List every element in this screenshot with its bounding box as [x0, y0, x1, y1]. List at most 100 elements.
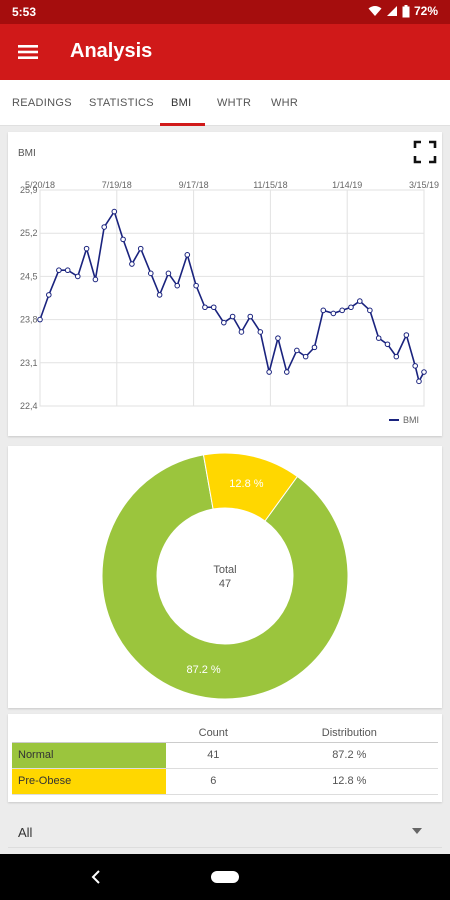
data-point: [238, 329, 245, 335]
y-tick-label: 24,5: [20, 271, 38, 281]
data-point: [193, 282, 199, 289]
battery-icon: [402, 4, 410, 17]
data-point: [184, 252, 191, 258]
tab-bmi[interactable]: BMI: [171, 97, 192, 109]
filter-underline: [8, 847, 442, 848]
data-point: [156, 292, 163, 298]
system-icons: 72%: [368, 4, 438, 18]
data-point: [137, 245, 144, 252]
data-point: [348, 304, 354, 311]
app-bar: Analysis: [0, 24, 450, 80]
battery-percent: 72%: [413, 4, 438, 18]
data-point: [384, 341, 391, 348]
data-point: [330, 310, 337, 317]
data-point: [283, 369, 290, 375]
data-point: [165, 270, 172, 277]
x-tick-label: 7/19/18: [102, 180, 132, 190]
data-point: [416, 378, 422, 385]
data-point: [375, 335, 382, 341]
x-tick-label: 11/15/18: [253, 180, 287, 190]
y-tick-label: 23,1: [20, 358, 38, 368]
table-header-distribution: Distribution: [260, 724, 438, 743]
status-time: 5:53: [12, 5, 37, 19]
page-title: Analysis: [70, 40, 153, 62]
back-icon[interactable]: [90, 870, 102, 884]
data-point: [210, 304, 217, 311]
y-tick-label: 25,9: [20, 185, 38, 195]
distribution-table-card: Count Distribution Normal 41 87.2 % Pre-…: [8, 714, 442, 802]
distribution-cell: 12.8 %: [260, 768, 438, 795]
data-point: [275, 335, 281, 341]
menu-button[interactable]: [14, 38, 42, 66]
menu-icon: [18, 45, 38, 59]
chart-title: BMI: [18, 148, 36, 159]
data-point: [339, 307, 345, 314]
data-point: [129, 261, 135, 267]
data-point: [311, 344, 318, 351]
donut-center-value: 47: [219, 578, 231, 590]
data-point: [266, 369, 272, 375]
bmi-line-chart-card: BMI 5/20/18 7/19/18 9/17/18 11/15/18 1/14/19 3…: [8, 132, 442, 436]
y-tick-label: 23,8: [20, 315, 38, 325]
data-point: [367, 307, 373, 314]
data-point: [37, 316, 43, 323]
data-point: [294, 347, 300, 354]
x-tick-label: 3/15/19: [409, 180, 439, 190]
data-point: [356, 298, 363, 304]
signal-icon: [386, 6, 397, 16]
donut-slice: [202, 452, 298, 522]
table-header-count: Count: [166, 724, 261, 743]
data-point: [74, 273, 81, 280]
data-point: [403, 332, 410, 338]
filter-dropdown[interactable]: All: [0, 810, 450, 854]
table-header-label: [12, 724, 166, 743]
tab-readings[interactable]: READINGS: [12, 97, 72, 109]
bmi-series-line: [39, 209, 425, 384]
data-point: [92, 276, 99, 283]
data-point: [174, 282, 181, 289]
dropdown-arrow-icon: [412, 828, 422, 834]
data-point: [101, 224, 108, 230]
fullscreen-icon[interactable]: [413, 140, 437, 164]
plot-frame: [39, 189, 425, 407]
x-tick-label: 5/20/18: [25, 180, 55, 190]
x-tick-label: 9/17/18: [179, 180, 209, 190]
data-point: [111, 208, 118, 215]
system-nav-bar: [0, 854, 450, 900]
data-point: [247, 313, 254, 320]
bmi-donut-chart: 87.2 % 12.8 % Total 47: [101, 452, 349, 700]
bmi-line-chart: BMI 5/20/18 7/19/18 9/17/18 11/15/18 1/14/19 3…: [18, 148, 439, 425]
slice-label: 87.2 %: [186, 664, 220, 676]
tab-statistics[interactable]: STATISTICS: [89, 97, 154, 109]
data-point: [421, 369, 427, 375]
filter-value: All: [18, 825, 33, 840]
category-pre-obese: Pre-Obese: [12, 768, 166, 795]
tab-whr[interactable]: WHR: [271, 97, 299, 109]
data-point: [229, 313, 236, 320]
status-bar: 5:53 72%: [0, 0, 450, 24]
data-point: [56, 267, 62, 274]
data-point: [83, 245, 90, 252]
data-point: [257, 329, 264, 335]
active-tab-indicator: [160, 123, 205, 126]
distribution-table: Count Distribution Normal 41 87.2 % Pre-…: [12, 724, 438, 795]
slice-label: 12.8 %: [229, 478, 263, 490]
home-pill-icon[interactable]: [211, 871, 239, 883]
count-cell: 6: [166, 768, 261, 795]
tab-whtr[interactable]: WHTR: [217, 97, 252, 109]
data-point: [202, 304, 208, 311]
data-point: [46, 292, 52, 298]
y-tick-label: 25,2: [20, 228, 38, 238]
count-cell: 41: [166, 742, 261, 769]
data-point: [393, 353, 400, 360]
data-point: [120, 236, 126, 243]
legend-label: BMI: [403, 415, 419, 425]
distribution-cell: 87.2 %: [260, 742, 438, 769]
data-point: [147, 270, 154, 277]
wifi-icon: [368, 6, 382, 16]
data-point: [320, 307, 327, 314]
data-point: [221, 319, 227, 326]
donut-slice: [101, 454, 349, 700]
y-tick-label: 22,4: [20, 401, 38, 411]
tab-bar: READINGS STATISTICS BMI WHTR WHR: [0, 80, 450, 126]
